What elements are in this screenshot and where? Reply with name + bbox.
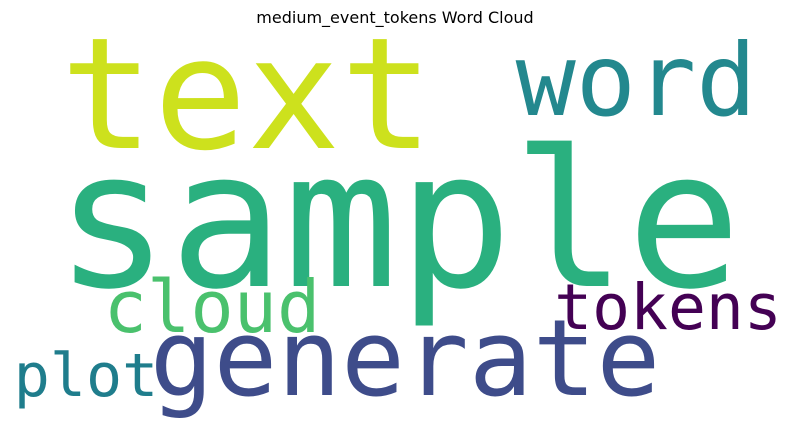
word-tokens: tokens [554, 271, 782, 344]
word-sample: sample [55, 110, 741, 331]
word-text: text [60, 4, 433, 185]
word-cloud: cloud [104, 265, 321, 349]
word-word: word [516, 22, 757, 139]
word-generate: generate [150, 297, 661, 420]
chart-title: medium_event_tokens Word Cloud [256, 8, 534, 27]
word-plot: plot [14, 341, 159, 411]
